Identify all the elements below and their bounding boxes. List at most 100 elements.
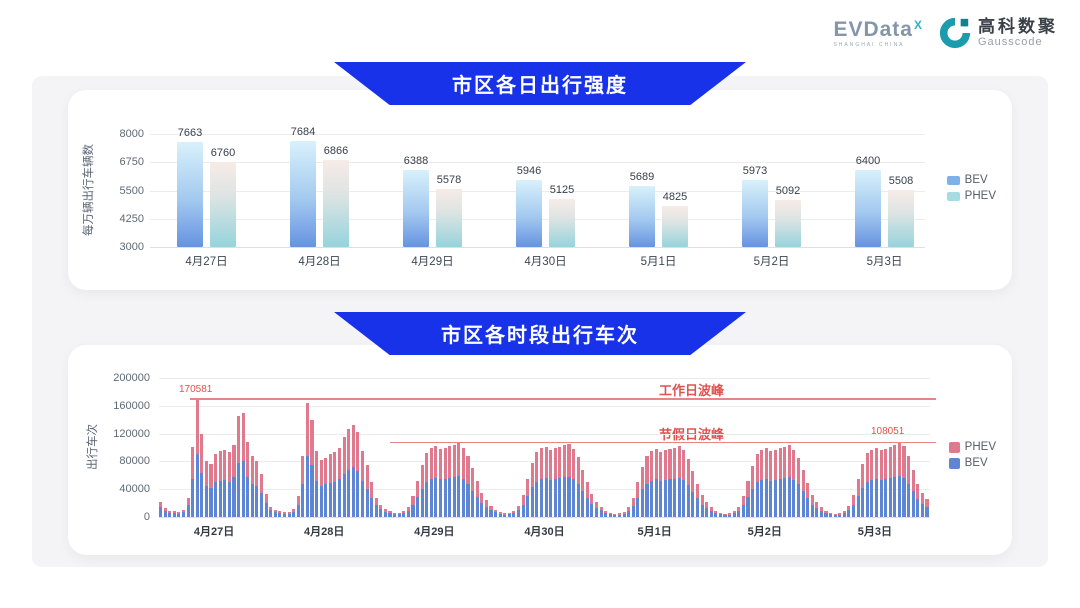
phev-hour-bar xyxy=(282,512,286,514)
bev-hour-bar xyxy=(925,506,929,517)
bev-hour-bar xyxy=(429,478,433,517)
phev-hour-bar xyxy=(778,448,782,480)
phev-hour-bar xyxy=(627,507,631,512)
phev-hour-bar xyxy=(663,450,667,481)
phev-hour-bar xyxy=(847,505,851,511)
legend-label: BEV xyxy=(964,457,988,469)
phev-hour-bar xyxy=(558,446,562,479)
phev-hour-bar xyxy=(292,509,296,512)
holiday-peak-line xyxy=(390,441,936,444)
phev-hour-bar xyxy=(324,457,328,485)
legend-item-phev[interactable]: PHEV xyxy=(948,441,996,453)
bev-hour-bar xyxy=(278,513,282,517)
bar-value-label: 6400 xyxy=(855,155,881,168)
chart1-gridline xyxy=(150,134,925,135)
legend-item-phev[interactable]: PHEV xyxy=(946,190,996,202)
phev-hour-bar xyxy=(783,446,787,479)
chart1-gridline xyxy=(150,247,925,248)
bev-hour-bar xyxy=(388,513,392,517)
bev-hour-bar xyxy=(874,479,879,517)
phev-hour-bar xyxy=(416,480,420,497)
phev-hour-bar xyxy=(471,468,475,491)
phev-hour-bar xyxy=(287,512,291,514)
bev-hour-bar xyxy=(769,480,773,517)
phev-hour-bar xyxy=(801,470,805,492)
phev-hour-bar xyxy=(673,447,677,479)
bev-hour-bar xyxy=(457,476,461,517)
phev-hour-bar xyxy=(865,453,869,482)
chart1-bar-group: 7663 6760 xyxy=(150,120,263,247)
bev-hour-bar xyxy=(640,489,644,517)
bev-hour-bar xyxy=(553,479,557,517)
phev-hour-bar xyxy=(195,398,199,454)
bev-hour-bar xyxy=(920,503,924,517)
phev-hour-bar xyxy=(273,510,277,513)
bev-hour-bar xyxy=(879,480,883,517)
bev-hour-bar xyxy=(718,514,722,517)
chart2-title-banner: 市区各时段出行车次 xyxy=(334,312,746,355)
phev-hour-bar xyxy=(356,432,360,472)
phev-hour-bar xyxy=(296,496,300,505)
bev-hour-bar xyxy=(516,510,521,517)
workday-peak-value: 170581 xyxy=(179,384,213,396)
phev-hour-bar xyxy=(585,482,589,498)
phev-hour-bar xyxy=(177,512,181,514)
chart2-x-tick-label: 4月30日 xyxy=(524,526,565,538)
legend-item-bev[interactable]: BEV xyxy=(946,174,996,186)
bar-value-label: 6866 xyxy=(323,144,349,157)
phev-hour-bar xyxy=(337,447,342,479)
phev-hour-bar xyxy=(640,466,644,490)
bev-hour-bar xyxy=(397,514,401,517)
chart2-y-tick-label: 80000 xyxy=(119,455,150,468)
bev-hour-bar xyxy=(893,477,897,517)
bev-hour-bar xyxy=(838,514,842,517)
phev-hour-bar xyxy=(572,448,576,480)
phev-hour-bar xyxy=(599,506,603,511)
phev-hour-bar xyxy=(920,493,924,504)
phev-hour-bar xyxy=(278,511,282,514)
phev-hour-bar xyxy=(879,450,883,481)
phev-hour-bar xyxy=(530,462,534,488)
legend-label: BEV xyxy=(964,174,988,186)
chart2-y-ticks: 0 40000 80000 120000 160000 200000 xyxy=(102,372,150,523)
bev-hour-bar xyxy=(870,480,874,517)
bev-hour-bar xyxy=(567,476,571,517)
bev-bar xyxy=(855,170,881,247)
legend-item-bev[interactable]: BEV xyxy=(948,457,996,469)
phev-hour-bar xyxy=(833,513,837,515)
bev-bar xyxy=(629,186,655,247)
phev-hour-bar xyxy=(691,471,695,492)
bev-hour-bar xyxy=(241,461,245,517)
gausscode-logo: 高科数聚 Gausscode xyxy=(938,16,1058,50)
bev-hour-bar xyxy=(806,498,810,517)
phev-hour-bar xyxy=(617,513,622,515)
phev-hour-bar xyxy=(842,511,846,514)
phev-hour-bar xyxy=(204,461,208,487)
phev-hour-bar xyxy=(741,496,745,506)
chart2-x-labels: 4月27日 4月28日 4月29日 4月30日 5月1日 5月2日 5月3日 xyxy=(159,523,930,539)
bev-hour-bar xyxy=(159,506,163,517)
bev-hour-bar xyxy=(223,480,227,517)
phev-hour-bar xyxy=(429,447,433,479)
phev-hour-bar xyxy=(374,497,378,506)
phev-hour-bar xyxy=(241,413,245,462)
bar-value-label: 4825 xyxy=(662,190,688,203)
phev-hour-bar xyxy=(315,451,319,481)
bev-hour-bar xyxy=(484,507,488,517)
bev-hour-bar xyxy=(824,512,828,517)
bev-hour-bar xyxy=(328,482,332,517)
chart2-x-tick-label: 5月1日 xyxy=(637,526,672,538)
phev-hour-bar xyxy=(631,497,635,506)
bev-hour-bar xyxy=(319,485,323,517)
bev-hour-bar xyxy=(627,511,631,517)
phev-hour-bar xyxy=(310,419,314,465)
bev-hour-bar xyxy=(214,482,218,517)
evdata-logo-text: EVData xyxy=(833,17,913,41)
bev-hour-bar xyxy=(714,512,718,517)
phev-legend-swatch xyxy=(946,191,960,201)
chart2-y-tick-label: 160000 xyxy=(113,399,150,412)
phev-hour-bar xyxy=(907,455,911,484)
phev-hour-bar xyxy=(755,454,759,483)
bev-hour-bar xyxy=(673,478,677,517)
phev-hour-bar xyxy=(246,441,250,477)
